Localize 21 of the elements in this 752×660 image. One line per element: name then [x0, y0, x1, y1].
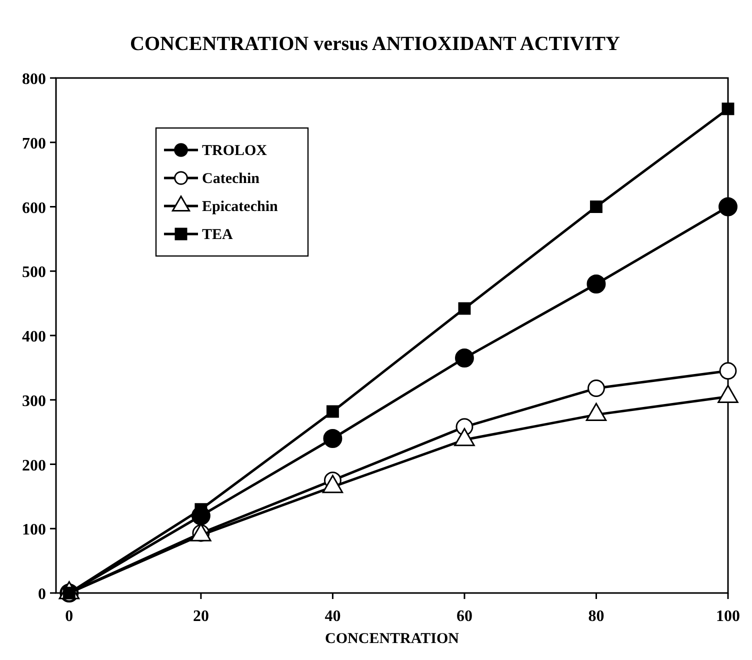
y-tick-label: 600: [22, 200, 46, 217]
y-tick-label: 700: [22, 135, 46, 152]
y-tick-label: 800: [22, 71, 46, 88]
x-tick-label: 40: [324, 608, 341, 625]
legend-label: TEA: [202, 227, 234, 243]
legend-label: Catechin: [202, 171, 260, 187]
y-tick-label: 500: [22, 264, 46, 282]
chart-title: CONCENTRATION versus ANTIOXIDANT ACTIVITY: [130, 33, 620, 55]
legend-label: Epicatechin: [202, 199, 278, 215]
y-tick-label: 200: [22, 457, 46, 474]
legend-label: TROLOX: [202, 143, 268, 159]
x-tick-label: 0: [65, 608, 74, 625]
x-tick-label: 80: [588, 608, 604, 625]
y-tick-label: 400: [22, 328, 46, 346]
x-tick-label: 60: [456, 608, 472, 625]
x-tick-label: 100: [716, 608, 740, 625]
y-tick-label: 0: [38, 586, 46, 603]
x-axis-title: CONCENTRATION: [325, 631, 460, 647]
x-tick-label: 20: [192, 608, 209, 625]
y-tick-label: 300: [22, 392, 46, 410]
y-tick-label: 100: [22, 522, 46, 539]
